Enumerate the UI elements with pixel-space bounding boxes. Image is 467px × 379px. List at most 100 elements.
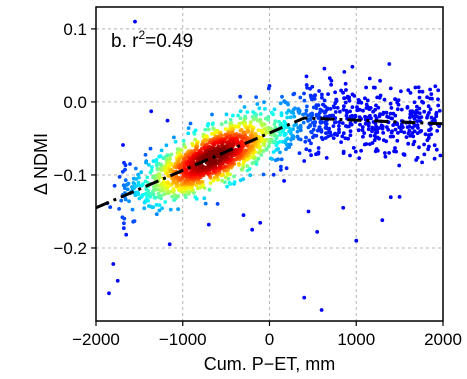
data-point [210, 122, 215, 127]
data-point [241, 165, 246, 170]
data-point [371, 109, 375, 114]
data-point [157, 175, 162, 180]
x-tick-label: −1000 [159, 330, 207, 349]
data-point [203, 127, 208, 132]
data-point [397, 163, 402, 168]
data-point [159, 162, 163, 167]
data-point [408, 112, 413, 117]
data-point [417, 95, 422, 100]
data-point [179, 148, 184, 153]
data-point [141, 182, 145, 187]
data-point [242, 159, 246, 164]
data-point [364, 106, 369, 110]
data-point [436, 88, 441, 93]
data-point [397, 125, 402, 130]
data-point [195, 180, 200, 185]
data-point [158, 154, 163, 159]
x-axis-label: Cum. P−ET, mm [204, 354, 336, 374]
data-point [333, 101, 338, 106]
data-point [410, 131, 415, 135]
data-point [264, 147, 269, 151]
data-point [292, 123, 297, 128]
data-point [170, 194, 175, 199]
annotation-superscript: 2 [138, 28, 145, 42]
data-point [333, 90, 337, 95]
data-point [397, 195, 402, 199]
data-point [232, 180, 237, 185]
data-point [268, 137, 272, 142]
data-point [366, 127, 371, 132]
data-point [344, 124, 348, 128]
data-point [307, 138, 312, 143]
data-point [210, 112, 214, 117]
data-point [304, 147, 309, 152]
data-point [111, 262, 116, 266]
data-point [411, 134, 416, 139]
data-point [302, 98, 307, 103]
data-point [311, 105, 316, 110]
data-point [401, 152, 406, 157]
data-point [380, 218, 385, 223]
data-point [245, 110, 250, 114]
data-point [169, 162, 174, 167]
data-point [236, 124, 241, 129]
data-point [280, 94, 284, 99]
data-point [437, 108, 442, 113]
data-point [360, 125, 365, 129]
data-point [238, 128, 243, 133]
data-point [295, 134, 300, 139]
data-point [385, 114, 389, 119]
x-tick-label: −2000 [72, 330, 120, 349]
data-point [277, 119, 281, 124]
data-point [389, 130, 394, 135]
data-point [368, 133, 373, 138]
data-point [176, 194, 181, 198]
data-point [417, 89, 422, 94]
data-point [127, 199, 131, 204]
data-point [358, 122, 362, 127]
data-point [282, 131, 287, 136]
data-point [285, 115, 290, 120]
data-point [376, 105, 381, 110]
data-point [339, 140, 343, 145]
data-point [341, 131, 346, 136]
data-point [206, 222, 211, 227]
data-point [285, 111, 289, 115]
data-point [363, 121, 368, 126]
data-point [327, 130, 331, 135]
data-point [273, 158, 278, 163]
data-point [292, 114, 297, 119]
data-point [361, 108, 365, 113]
data-point [306, 125, 311, 130]
data-point [124, 232, 129, 237]
data-point [223, 120, 228, 124]
data-point [298, 128, 303, 133]
data-point [154, 212, 159, 217]
data-point [207, 187, 212, 192]
data-point [393, 97, 397, 101]
data-point [320, 92, 324, 97]
data-point [120, 215, 125, 220]
data-point [423, 132, 428, 137]
data-point [282, 119, 287, 124]
data-point [273, 119, 278, 124]
data-point [115, 278, 120, 283]
data-point [260, 123, 264, 128]
data-point [250, 161, 255, 166]
data-point [130, 207, 135, 212]
data-point [137, 175, 141, 180]
data-point [331, 124, 336, 128]
data-point [324, 156, 329, 160]
data-point [427, 128, 431, 133]
data-point [374, 147, 379, 151]
data-point [350, 92, 355, 97]
data-point [183, 193, 188, 198]
data-point [307, 148, 312, 153]
data-point [278, 133, 282, 137]
data-point [254, 95, 258, 99]
data-point [331, 136, 336, 141]
data-point [436, 103, 441, 108]
data-point [402, 130, 407, 135]
data-point [278, 101, 283, 106]
data-point [338, 109, 342, 114]
